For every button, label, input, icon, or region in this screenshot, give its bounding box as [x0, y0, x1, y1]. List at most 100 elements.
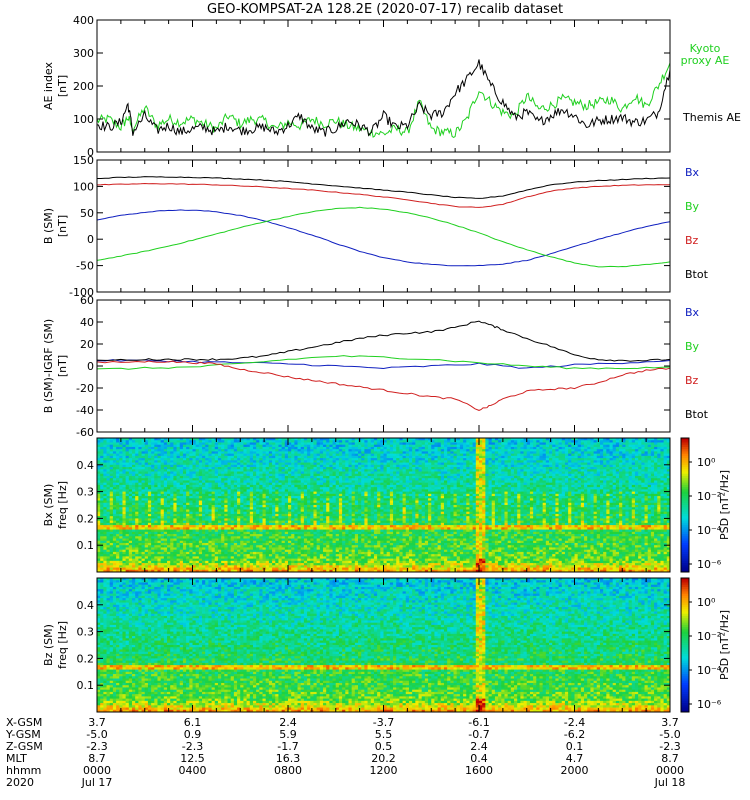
- spectrogram-cell: [122, 521, 126, 524]
- spectrogram-cell: [202, 547, 206, 550]
- spectrogram-cell: [97, 494, 101, 497]
- spectrogram-cell: [157, 554, 161, 557]
- spectrogram-cell: [285, 541, 289, 544]
- spectrogram-cell: [301, 460, 305, 463]
- spectrogram-cell: [135, 487, 139, 490]
- spectrogram-cell: [164, 568, 168, 571]
- spectrogram-cell: [97, 554, 101, 557]
- spectrogram-cell: [177, 460, 181, 463]
- spectrogram-cell: [333, 460, 337, 463]
- spectrogram-cell: [116, 568, 120, 571]
- spectrogram-cell: [259, 527, 263, 530]
- spectrogram-cell: [333, 480, 337, 483]
- spectrogram-cell: [138, 454, 142, 457]
- spectrogram-cell: [237, 527, 241, 530]
- spectrogram-cell: [97, 527, 101, 530]
- spectrogram-cell: [212, 541, 216, 544]
- spectrogram-cell: [243, 534, 247, 537]
- spectrogram-cell: [103, 554, 107, 557]
- spectrogram-cell: [129, 487, 133, 490]
- spectrogram-cell: [259, 454, 263, 457]
- spectrogram-cell: [208, 534, 212, 537]
- spectrogram-cell: [129, 554, 133, 557]
- spectrogram-cell: [266, 554, 270, 557]
- spectrogram-cell: [100, 467, 104, 470]
- spectrogram-cell: [326, 447, 330, 450]
- spectrogram-cell: [97, 568, 101, 571]
- spectrogram-cell: [135, 534, 139, 537]
- spectrogram-cell: [100, 494, 104, 497]
- spectrogram-cell: [326, 521, 330, 524]
- spectrogram-cell: [186, 487, 190, 490]
- spectrogram-cell: [129, 534, 133, 537]
- spectrogram-cell: [110, 507, 114, 510]
- spectrogram-cell: [189, 501, 193, 504]
- spectrogram-cell: [269, 474, 273, 477]
- spectrogram-cell: [193, 474, 197, 477]
- spectrogram-cell: [199, 447, 203, 450]
- spectrogram-cell: [282, 554, 286, 557]
- spectrogram-cell: [301, 487, 305, 490]
- spectrogram-cell: [173, 554, 177, 557]
- spectrogram-cell: [202, 501, 206, 504]
- spectrogram-cell: [205, 440, 209, 443]
- spectrogram-cell: [247, 474, 251, 477]
- spectrogram-cell: [282, 534, 286, 537]
- spectrogram-cell: [275, 541, 279, 544]
- spectrogram-cell: [231, 447, 235, 450]
- spectrogram-cell: [161, 541, 165, 544]
- spectrogram-cell: [119, 514, 123, 517]
- legend-entry: Bx: [685, 166, 700, 179]
- spectrogram-cell: [240, 467, 244, 470]
- spectrogram-cell: [173, 527, 177, 530]
- spectrogram-cell: [231, 501, 235, 504]
- spectrogram-cell: [228, 568, 232, 571]
- spectrogram-cell: [177, 541, 181, 544]
- spectrogram-cell: [234, 501, 238, 504]
- spectrogram-cell: [342, 487, 346, 490]
- spectrogram-cell: [151, 460, 155, 463]
- spectrogram-cell: [126, 507, 130, 510]
- spectrogram-cell: [113, 494, 117, 497]
- spectrogram-cell: [167, 547, 171, 550]
- spectrogram-cell: [186, 447, 190, 450]
- spectrogram-cell: [110, 467, 114, 470]
- spectrogram-cell: [119, 480, 123, 483]
- spectrogram-cell: [326, 474, 330, 477]
- spectrogram-cell: [193, 487, 197, 490]
- spectrogram-cell: [199, 521, 203, 524]
- spectrogram-cell: [256, 568, 260, 571]
- spectrogram-cell: [253, 454, 257, 457]
- spectrogram-cell: [100, 460, 104, 463]
- spectrogram-cell: [212, 440, 216, 443]
- spectrogram-cell: [138, 534, 142, 537]
- spectrogram-cell: [167, 554, 171, 557]
- spectrogram-cell: [266, 527, 270, 530]
- spectrogram-cell: [208, 454, 212, 457]
- spectrogram-cell: [285, 447, 289, 450]
- spectrogram-cell: [164, 474, 168, 477]
- spectrogram-cell: [221, 494, 225, 497]
- spectrogram-cell: [170, 514, 174, 517]
- spectrogram-cell: [326, 534, 330, 537]
- spectrogram-cell: [275, 474, 279, 477]
- spectrogram-cell: [339, 440, 343, 443]
- spectrogram-cell: [320, 554, 324, 557]
- spectrogram-cell: [339, 507, 343, 510]
- spectrogram-cell: [212, 514, 216, 517]
- spectrogram-cell: [180, 507, 184, 510]
- spectrogram-cell: [138, 474, 142, 477]
- spectrogram-cell: [199, 460, 203, 463]
- spectrogram-cell: [234, 527, 238, 530]
- spectrogram-cell: [263, 454, 267, 457]
- spectrogram-cell: [161, 568, 165, 571]
- spectrogram-cell: [161, 487, 165, 490]
- spectrogram-cell: [142, 507, 146, 510]
- spectrogram-cell: [196, 521, 200, 524]
- spectrogram-cell: [129, 568, 133, 571]
- spectrogram-cell: [196, 440, 200, 443]
- spectrogram-cell: [345, 480, 349, 483]
- y-tick-label: 0: [87, 233, 94, 246]
- spectrogram-cell: [231, 541, 235, 544]
- spectrogram-cell: [288, 527, 292, 530]
